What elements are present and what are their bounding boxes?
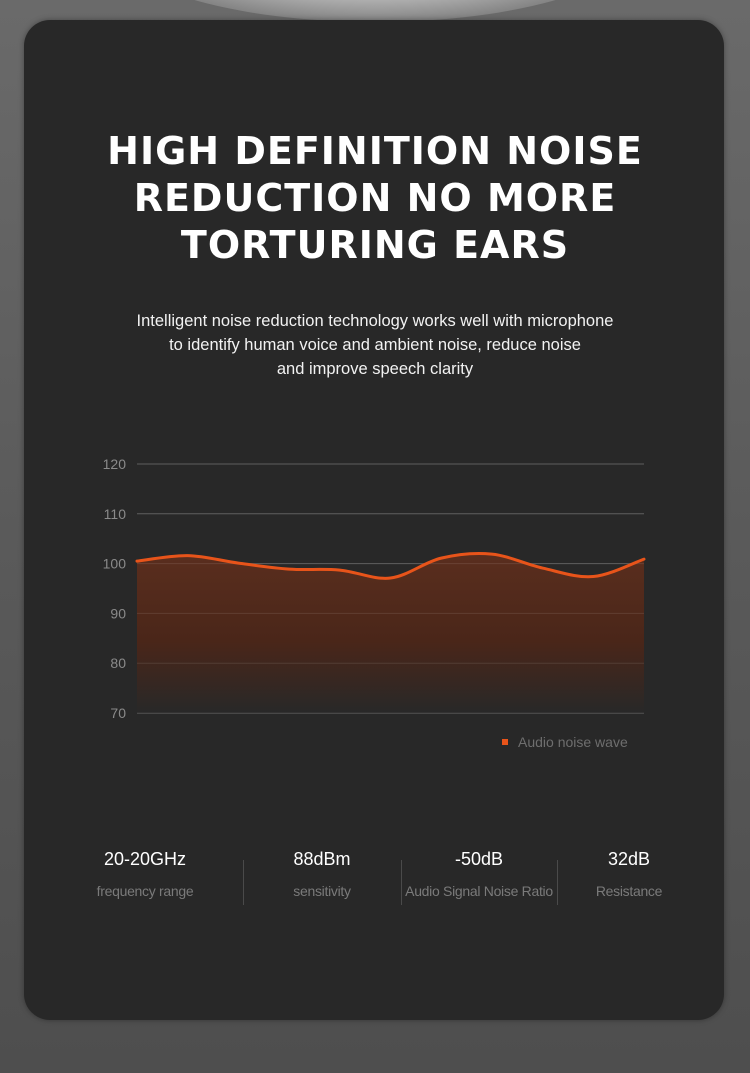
y-tick-label: 70 xyxy=(110,705,126,721)
legend-label: Audio noise wave xyxy=(518,734,628,750)
spec-divider xyxy=(557,860,558,905)
series-area xyxy=(137,553,644,713)
spec-snr: -50dB Audio Signal Noise Ratio xyxy=(402,846,556,900)
chart-legend: Audio noise wave xyxy=(502,733,628,751)
chart-area-fill xyxy=(137,463,644,714)
spec-divider xyxy=(401,860,402,905)
spec-value: 88dBm xyxy=(293,849,351,869)
spec-sensitivity: 88dBm sensitivity xyxy=(247,846,397,900)
spec-value: -50dB xyxy=(454,849,504,869)
noise-wave-chart: 120 110 100 90 80 70 xyxy=(103,456,646,721)
description-line-2: to identify human voice and ambient nois… xyxy=(169,336,581,354)
spec-label: frequency range xyxy=(96,883,194,899)
chart-series-line xyxy=(135,552,646,580)
headline: HIGH DEFINITION NOISE REDUCTION NO MORE … xyxy=(0,128,750,269)
spec-label: Audio Signal Noise Ratio xyxy=(405,883,553,899)
legend-swatch xyxy=(502,739,508,746)
y-tick-label: 80 xyxy=(110,655,126,671)
spec-value: 32dB xyxy=(607,849,651,869)
spec-frequency: 20-20GHz frequency range xyxy=(70,846,220,900)
y-tick-label: 120 xyxy=(103,456,127,472)
y-tick-label: 110 xyxy=(104,506,127,522)
description-line-1: Intelligent noise reduction technology w… xyxy=(136,312,614,330)
spec-label: sensitivity xyxy=(293,883,351,899)
content-panel xyxy=(24,20,724,1020)
headline-line-3: TORTURING EARS xyxy=(180,223,570,267)
spec-value: 20-20GHz xyxy=(103,849,187,869)
spec-divider xyxy=(243,860,244,905)
chart-y-axis: 120 110 100 90 80 70 xyxy=(103,456,127,721)
headline-line-2: REDUCTION NO MORE xyxy=(133,176,617,220)
series-line xyxy=(135,552,646,580)
spec-resistance: 32dB Resistance xyxy=(559,846,699,900)
description: Intelligent noise reduction technology w… xyxy=(0,309,750,381)
y-tick-label: 100 xyxy=(103,556,127,572)
headline-line-1: HIGH DEFINITION NOISE xyxy=(107,129,643,173)
description-line-3: and improve speech clarity xyxy=(276,360,474,378)
y-tick-label: 90 xyxy=(110,605,126,621)
spec-label: Resistance xyxy=(595,883,663,899)
